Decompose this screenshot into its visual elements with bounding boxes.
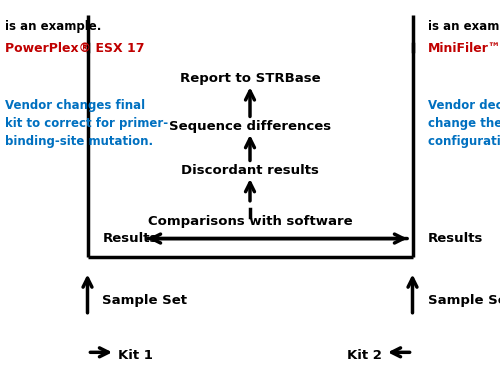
Text: Sample Set: Sample Set [428,294,500,308]
Text: Results: Results [428,232,483,245]
Text: Discordant results: Discordant results [181,164,319,177]
Text: is an example.: is an example. [428,20,500,33]
Text: Vendor changes final
kit to correct for primer-
binding-site mutation.: Vendor changes final kit to correct for … [5,99,168,148]
Text: Kit 1: Kit 1 [118,349,154,361]
Text: PowerPlex® ESX 17: PowerPlex® ESX 17 [5,42,144,55]
Text: Vendor decides not to
change the final
configuration of the kit.: Vendor decides not to change the final c… [428,99,500,148]
Text: Sequence differences: Sequence differences [169,120,331,133]
Text: Kit 2: Kit 2 [346,349,382,361]
Text: Results: Results [102,232,158,245]
Text: MiniFiler™: MiniFiler™ [428,42,500,55]
Text: Report to STRBase: Report to STRBase [180,72,320,86]
Text: is an example.: is an example. [5,20,102,33]
Text: Sample Set: Sample Set [102,294,188,308]
Text: Comparisons with software: Comparisons with software [148,215,352,228]
